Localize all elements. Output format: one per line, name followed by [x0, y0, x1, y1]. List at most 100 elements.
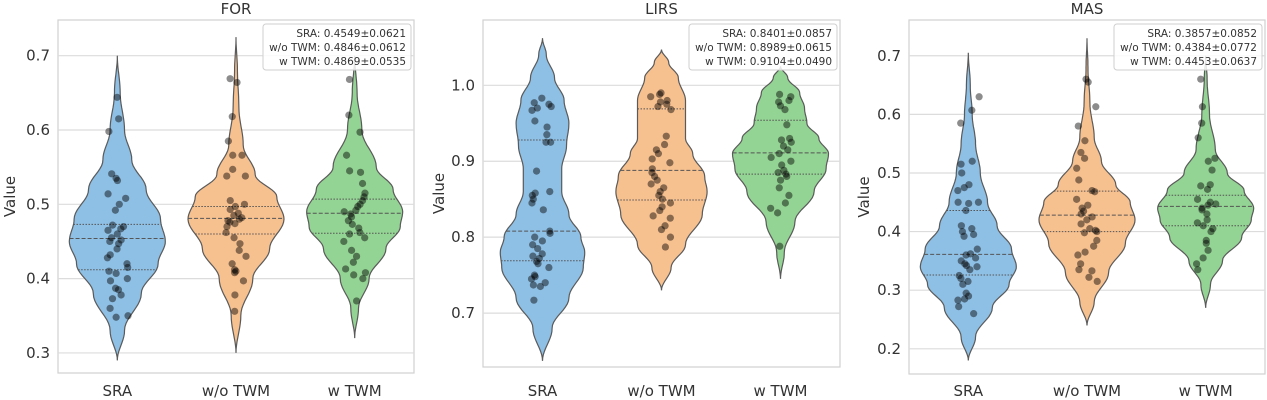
data-point	[1077, 210, 1085, 218]
data-point	[546, 227, 554, 235]
data-point	[1075, 266, 1083, 274]
data-point	[536, 282, 544, 291]
data-point	[1206, 181, 1214, 189]
legend-entry: w/o TWM: 0.4846±0.0612	[269, 42, 406, 54]
y-tick-label: 0.5	[877, 164, 901, 182]
data-point	[666, 233, 675, 241]
data-point	[1083, 216, 1091, 224]
data-point	[964, 292, 973, 300]
data-point	[117, 291, 125, 299]
data-point	[966, 266, 974, 274]
data-point	[787, 93, 795, 101]
data-point	[957, 119, 965, 127]
y-axis-label: Value	[1, 176, 19, 217]
data-point	[538, 237, 546, 245]
data-point	[654, 150, 663, 158]
data-point	[655, 191, 663, 199]
data-point	[542, 138, 550, 146]
data-point	[1198, 206, 1206, 214]
data-point	[1091, 226, 1100, 235]
data-point	[775, 150, 783, 158]
data-point	[775, 98, 783, 106]
data-point	[103, 254, 112, 262]
data-point	[649, 212, 657, 220]
data-point	[975, 93, 983, 101]
data-point	[111, 206, 119, 214]
data-point	[231, 291, 239, 299]
data-point	[785, 191, 793, 199]
data-point	[968, 157, 976, 165]
data-point	[776, 102, 785, 110]
data-point	[122, 194, 130, 202]
data-point	[1202, 239, 1210, 247]
data-point	[1091, 188, 1099, 196]
data-point	[786, 134, 794, 143]
data-point	[957, 160, 965, 168]
data-point	[1203, 216, 1211, 224]
data-point	[346, 167, 354, 175]
data-point	[955, 271, 963, 280]
data-point	[231, 220, 239, 228]
data-point	[654, 102, 662, 111]
data-point	[1192, 260, 1201, 268]
data-point	[1077, 260, 1085, 268]
x-tick-label: SRA	[954, 382, 984, 400]
data-point	[231, 269, 239, 277]
data-point	[238, 151, 246, 159]
data-point	[358, 179, 367, 188]
data-point	[957, 257, 965, 265]
data-point	[228, 260, 236, 268]
violin-sra	[919, 52, 1017, 361]
x-tick-label: w TWM	[754, 382, 808, 400]
data-point	[347, 213, 356, 221]
data-point	[115, 115, 123, 123]
legend-entry: SRA: 0.8401±0.0857	[722, 28, 832, 40]
data-point	[231, 266, 239, 274]
x-tick-label: SRA	[528, 382, 558, 400]
data-point	[661, 222, 669, 230]
data-point	[957, 274, 965, 283]
data-point	[971, 254, 980, 262]
violin-body	[187, 37, 285, 353]
data-point	[344, 217, 353, 225]
data-point	[223, 172, 231, 180]
data-point	[1199, 222, 1207, 230]
data-point	[658, 195, 666, 203]
data-point	[115, 240, 123, 248]
data-point	[787, 157, 795, 165]
data-point	[1207, 227, 1215, 236]
data-point	[962, 289, 970, 297]
data-point	[782, 170, 790, 178]
data-point	[648, 165, 656, 173]
data-point	[1090, 242, 1098, 250]
data-point	[1081, 248, 1089, 256]
data-point	[966, 250, 975, 258]
data-point	[124, 263, 132, 272]
data-point	[113, 176, 122, 185]
data-point	[112, 269, 120, 278]
data-point	[104, 190, 112, 198]
data-point	[959, 280, 967, 288]
data-point	[105, 127, 113, 136]
data-point	[541, 279, 549, 287]
data-point	[545, 263, 553, 272]
data-point	[242, 252, 250, 260]
data-point	[961, 295, 969, 303]
data-point	[767, 204, 775, 212]
x-tick-label: w/o TWM	[1053, 382, 1121, 400]
data-point	[356, 128, 364, 136]
data-point	[781, 199, 789, 207]
data-point	[1080, 229, 1089, 237]
data-point	[241, 172, 249, 180]
data-point	[784, 146, 792, 154]
data-point	[531, 117, 539, 125]
data-point	[1092, 103, 1100, 111]
data-point	[1194, 266, 1202, 274]
data-point	[342, 265, 350, 273]
data-point	[226, 205, 234, 214]
y-tick-label: 0.3	[26, 344, 50, 362]
data-point	[538, 94, 546, 102]
data-point	[1078, 204, 1086, 212]
data-point	[787, 138, 795, 146]
data-point	[775, 90, 784, 99]
